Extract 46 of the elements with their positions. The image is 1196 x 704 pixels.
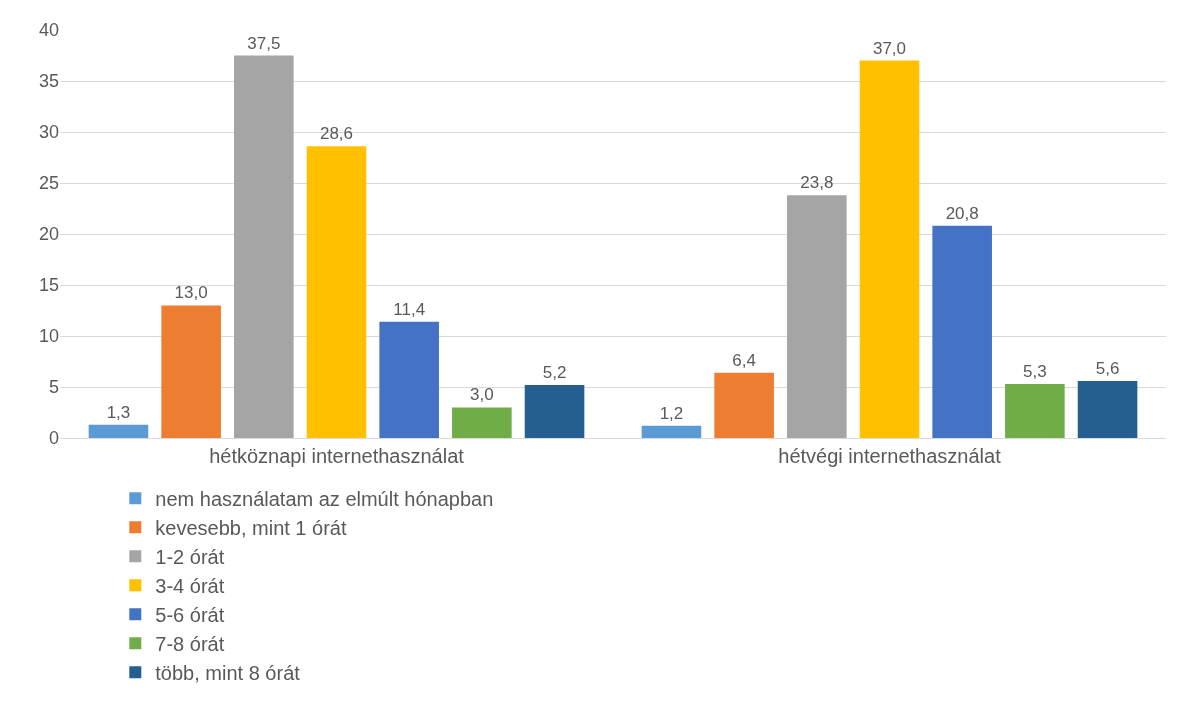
bar <box>234 55 294 438</box>
y-tick-label: 40 <box>38 20 59 41</box>
data-label: 13,0 <box>174 283 208 303</box>
y-tick-label: 15 <box>38 275 59 296</box>
legend-label: 1-2 órát <box>155 546 225 569</box>
y-tick-label: 10 <box>38 326 59 347</box>
bar <box>306 146 367 438</box>
y-tick-label: 5 <box>48 377 59 398</box>
legend-label: kevesebb, mint 1 órát <box>155 517 347 540</box>
bar <box>859 60 920 438</box>
bar <box>524 384 585 438</box>
bar <box>161 305 221 438</box>
legend-label: 5-6 órát <box>155 604 225 627</box>
bar <box>1077 380 1138 438</box>
legend-label: több, mint 8 órát <box>155 662 301 685</box>
y-tick-label: 0 <box>48 428 59 449</box>
data-label: 11,4 <box>393 299 426 319</box>
data-label: 5,6 <box>1095 358 1120 378</box>
data-label: 1,3 <box>106 402 131 422</box>
bar <box>787 195 847 438</box>
legend-label: nem használatam az elmúlt hónapban <box>155 488 494 511</box>
data-label: 6,4 <box>732 350 756 370</box>
bar <box>379 321 439 438</box>
bar <box>932 225 992 438</box>
data-label: 5,2 <box>542 362 567 382</box>
data-label: 23,8 <box>800 173 834 193</box>
legend-label: 7-8 órát <box>155 633 225 656</box>
bar <box>452 407 512 438</box>
y-tick-label: 35 <box>38 71 59 92</box>
x-tick-label: hétvégi internethasználat <box>778 445 1002 467</box>
data-label: 1,2 <box>659 403 684 423</box>
data-label: 20,8 <box>945 203 979 223</box>
y-tick-label: 25 <box>38 173 59 194</box>
data-label: 37,5 <box>247 33 281 53</box>
data-label: 28,6 <box>319 124 354 144</box>
y-tick-label: 30 <box>38 122 59 143</box>
data-label: 37,0 <box>872 38 907 58</box>
bar <box>714 372 774 438</box>
bar <box>641 425 702 438</box>
x-tick-label: hétköznapi internethasználat <box>209 445 465 467</box>
y-tick-label: 20 <box>38 224 59 245</box>
legend-label: 3-4 órát <box>155 575 225 598</box>
data-label: 5,3 <box>1023 361 1047 381</box>
data-label: 3,0 <box>470 385 494 405</box>
bar <box>88 424 149 438</box>
bar <box>1005 383 1065 438</box>
